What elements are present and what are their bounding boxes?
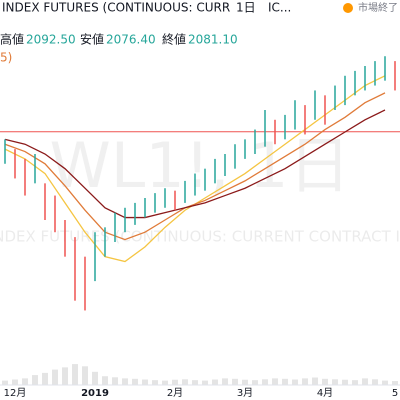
- volume-bar: [242, 379, 248, 385]
- volume-bar: [312, 377, 318, 385]
- volume-bar: [142, 379, 148, 385]
- close-value: 2081.10: [188, 33, 238, 47]
- volume-bar: [42, 372, 48, 385]
- volume-bar: [82, 366, 88, 385]
- volume-bar: [52, 369, 58, 385]
- plot: [0, 56, 400, 385]
- volume-bar: [132, 378, 138, 385]
- legend-fragment: 5): [0, 51, 12, 65]
- volume-bar: [382, 380, 388, 385]
- x-tick-label: 4月: [317, 387, 333, 399]
- volume-bar: [12, 379, 18, 385]
- volume-bar: [202, 380, 208, 385]
- volume-bar: [262, 379, 268, 385]
- watermark-symbol: WL1!, 1日: [49, 129, 350, 202]
- volume-bar: [372, 379, 378, 385]
- volume-bar: [212, 379, 218, 385]
- volume-bar: [62, 367, 68, 385]
- volume-bar: [272, 378, 278, 385]
- market-status: 市場終了: [358, 1, 398, 14]
- volume-bar: [72, 364, 78, 385]
- volume-bar: [2, 380, 8, 385]
- volume-bar: [32, 375, 38, 385]
- volume-bar: [292, 379, 298, 385]
- moving-average: [4, 92, 386, 241]
- volume-bar: [102, 376, 108, 385]
- status-icon[interactable]: [343, 3, 353, 13]
- volume-bar: [182, 379, 188, 385]
- volume-bar: [282, 378, 288, 385]
- volume-bar: [232, 378, 238, 385]
- volume-bar: [22, 378, 28, 385]
- volume-bar: [172, 379, 178, 385]
- low-value: 2076.40: [106, 33, 156, 47]
- volume-bar: [332, 379, 338, 385]
- high-label: 高値: [0, 32, 24, 47]
- volume-bar: [162, 380, 168, 385]
- volume-bar: [122, 378, 128, 385]
- watermark-name: INDEX FUTURES (CONTINUOUS: CURRENT CONTR…: [0, 228, 400, 246]
- volume-bar: [92, 371, 98, 385]
- volume-bar: [392, 381, 398, 385]
- low-label: 安値: [80, 32, 104, 47]
- interval: 1日: [236, 1, 256, 15]
- x-tick-label: 3月: [237, 387, 253, 399]
- x-tick-label: 2月: [167, 387, 183, 399]
- moving-average: [4, 109, 386, 219]
- x-tick-label: 5: [392, 388, 398, 399]
- x-tick-label: 12月: [4, 387, 27, 399]
- volume-bar: [252, 380, 258, 385]
- volume-bar: [342, 379, 348, 385]
- x-tick-label: 2019: [81, 388, 109, 399]
- tag: IC...: [268, 1, 291, 15]
- close-label: 終値: [162, 32, 186, 47]
- volume-bar: [192, 380, 198, 385]
- volume-bar: [302, 378, 308, 385]
- volume-bar: [222, 378, 228, 385]
- volume-bar: [112, 377, 118, 385]
- volume-bar: [352, 380, 358, 385]
- volume-bar: [322, 378, 328, 385]
- volume-bar: [362, 378, 368, 385]
- volume-bar: [152, 380, 158, 385]
- high-value: 2092.50: [26, 33, 76, 47]
- chart-title: INDEX FUTURES (CONTINUOUS: CURR: [2, 1, 230, 15]
- ohlc-legend: 高値 2092.50 安値 2076.40 終値 2081.10: [0, 32, 238, 47]
